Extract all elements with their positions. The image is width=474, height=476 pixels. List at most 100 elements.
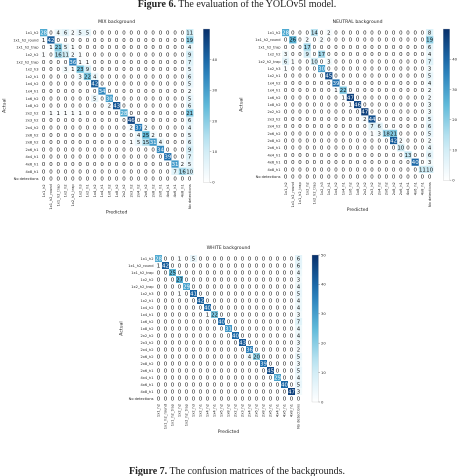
- cell-value-label: 0: [290, 312, 294, 318]
- row-tick-label: 2x6_h2: [267, 132, 280, 136]
- cell-value-label: 0: [178, 354, 182, 360]
- heatmap-cell: [91, 131, 99, 139]
- heatmap-cell: [134, 29, 143, 37]
- cell-value-label: 0: [341, 74, 345, 80]
- cell-value-label: 0: [151, 125, 155, 131]
- heatmap-cell: [310, 122, 319, 130]
- row-tick-label: 1x8_h2: [25, 104, 38, 108]
- heatmap-cell: [61, 116, 70, 125]
- heatmap-cell: [325, 79, 333, 87]
- cell-value-label: 0: [122, 155, 126, 161]
- cell-value-label: 0: [284, 175, 288, 181]
- cell-value-label: 0: [71, 104, 75, 110]
- cell-value-label: 0: [327, 131, 331, 137]
- heatmap-cell: [127, 160, 136, 168]
- heatmap-cell: [98, 43, 106, 52]
- heatmap-cell: [40, 102, 48, 110]
- heatmap-cell: [113, 36, 121, 44]
- x-axis-label: Predicted: [218, 429, 240, 435]
- row-tick-label: 2x6_h1: [140, 369, 153, 373]
- cell-value-label: 3: [78, 74, 81, 80]
- heatmap-cell: [260, 311, 268, 319]
- cell-value-label: 0: [159, 45, 163, 51]
- cell-value-label: 0: [334, 175, 338, 181]
- cell-value-label: 0: [71, 155, 75, 161]
- heatmap-cell: [186, 175, 194, 183]
- heatmap-cell: [155, 318, 163, 326]
- heatmap-cell: [171, 50, 179, 59]
- cell-value-label: 0: [122, 74, 126, 80]
- heatmap-cell: [260, 262, 268, 270]
- heatmap-cell: [169, 283, 177, 291]
- heatmap-cell: [332, 93, 340, 102]
- cell-value-label: 0: [199, 333, 203, 339]
- cell-value-label: 0: [151, 38, 155, 44]
- heatmap-cell: [418, 72, 427, 80]
- heatmap-cell: [171, 123, 179, 132]
- heatmap-cell: [225, 318, 233, 326]
- cell-value-label: 0: [399, 175, 403, 181]
- heatmap-cell: [281, 262, 289, 270]
- cell-value-label: 0: [86, 177, 90, 183]
- heatmap-cell: [142, 138, 150, 146]
- cell-value-label: 0: [392, 175, 396, 181]
- cell-value-label: 0: [122, 162, 126, 168]
- heatmap-cell: [253, 374, 261, 382]
- cell-value-label: 0: [192, 263, 196, 269]
- cell-value-label: 47: [288, 389, 295, 395]
- heatmap-cell: [404, 129, 412, 138]
- heatmap-cell: [288, 276, 296, 284]
- cell-value-label: 0: [334, 139, 338, 145]
- row-tick-label: 1x6_h2: [140, 320, 153, 324]
- cell-value-label: 0: [192, 361, 196, 367]
- heatmap-cell: [211, 318, 219, 326]
- heatmap-cell: [76, 36, 84, 44]
- colorbar: [443, 28, 450, 181]
- cell-value-label: 5: [78, 31, 81, 37]
- heatmap-cell: [40, 80, 48, 88]
- cell-value-label: 0: [377, 52, 381, 58]
- heatmap-cell: [54, 80, 63, 88]
- heatmap-cell: [105, 65, 114, 73]
- heatmap-cell: [190, 395, 198, 403]
- cell-value-label: 0: [305, 160, 309, 166]
- cell-value-label: 0: [262, 326, 266, 332]
- heatmap-cell: [382, 144, 391, 152]
- heatmap-cell: [274, 381, 282, 389]
- heatmap-cell: [267, 290, 275, 298]
- cell-value-label: 0: [137, 82, 141, 88]
- heatmap-cell: [155, 283, 163, 291]
- cell-value-label: 0: [151, 155, 155, 161]
- heatmap-cell: [274, 269, 282, 277]
- column-tick-label: 1x2_h2: [305, 182, 309, 195]
- heatmap-cell: [411, 43, 419, 51]
- row-tick-label: 2x8_h2: [140, 362, 153, 366]
- heatmap-cell: [253, 360, 261, 368]
- cell-value-label: 0: [327, 45, 331, 51]
- cell-value-label: 0: [93, 60, 97, 66]
- heatmap-cell: [156, 102, 165, 110]
- cell-value-label: 0: [406, 124, 410, 130]
- heatmap-cell: [186, 167, 194, 176]
- cell-value-label: 0: [213, 326, 217, 332]
- heatmap-cell: [426, 79, 434, 87]
- cell-value-label: 43: [239, 340, 246, 346]
- cell-value-label: 0: [406, 167, 410, 173]
- heatmap-cell: [361, 57, 369, 66]
- cell-value-label: 0: [276, 277, 280, 283]
- cell-value-label: 0: [57, 104, 61, 110]
- heatmap-cell: [204, 318, 212, 326]
- heatmap-cell: [246, 262, 254, 270]
- heatmap-cell: [332, 129, 340, 138]
- heatmap-cell: [232, 325, 240, 333]
- cell-value-label: 0: [144, 45, 148, 51]
- cell-value-label: 0: [284, 88, 288, 94]
- cell-value-label: 27: [176, 277, 183, 283]
- cell-value-label: 46: [354, 103, 361, 109]
- heatmap-cell: [155, 346, 163, 354]
- heatmap-cell: [155, 325, 163, 333]
- heatmap-cell: [318, 173, 326, 181]
- cell-value-label: 0: [181, 133, 185, 139]
- cell-value-label: 0: [269, 340, 273, 346]
- cell-value-label: 5: [188, 67, 191, 73]
